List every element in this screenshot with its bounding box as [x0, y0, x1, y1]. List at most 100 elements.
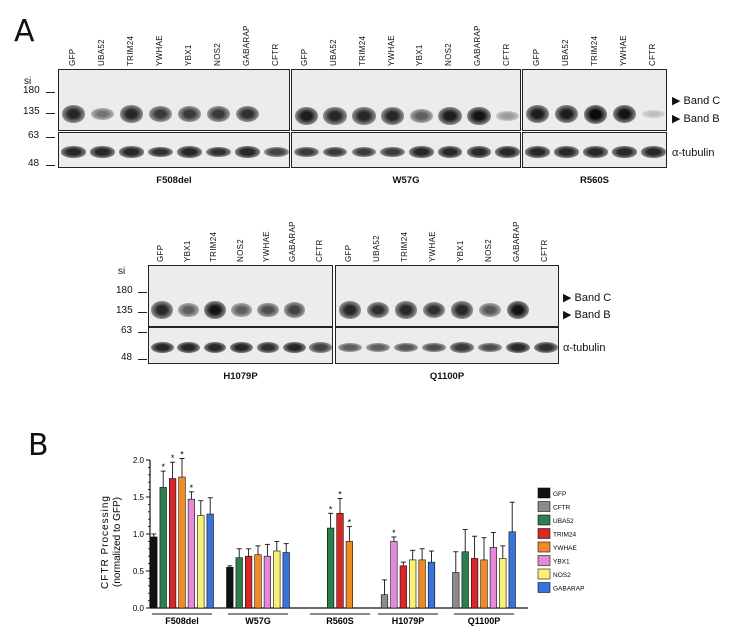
tubulin-band [230, 341, 253, 354]
tubulin-band [477, 342, 503, 353]
tubulin-band [177, 341, 200, 354]
lane-label: GABARAP [512, 221, 521, 262]
cftr-band-blot [58, 69, 290, 131]
tubulin-band [322, 146, 348, 158]
y-tick-label: 0.5 [133, 567, 145, 576]
bar-trim24 [336, 512, 344, 609]
band-b-label: ▶ Band B [672, 113, 720, 125]
blot-mutation-caption: H1079P [223, 371, 258, 382]
lane-label: CFTR [501, 43, 511, 66]
mw-marker-63: 63 [28, 130, 40, 141]
tubulin-band [235, 146, 260, 158]
tubulin-band [533, 342, 558, 353]
tubulin-blot [148, 327, 333, 364]
lane-label: NOS2 [444, 43, 454, 66]
mw-marker-48: 48 [121, 352, 133, 363]
lane-label: CFTR [270, 43, 280, 66]
bar-uba52 [159, 487, 167, 609]
protein-band [422, 301, 446, 319]
protein-band [450, 301, 474, 319]
bar-gabarap [206, 513, 214, 609]
panel-a-letter: A [14, 14, 35, 49]
bar-ybx1 [263, 555, 272, 609]
tubulin-band [554, 146, 579, 158]
significance-star: * [338, 489, 342, 499]
tubulin-band [505, 341, 531, 354]
protein-band [495, 111, 520, 121]
mw-marker-180: 180 [23, 85, 40, 96]
lane-label: TRIM24 [357, 35, 367, 66]
mw-marker-135: 135 [23, 106, 40, 117]
tubulin-band [282, 341, 306, 354]
legend-swatch-ywhae [537, 541, 551, 553]
protein-band [148, 106, 173, 122]
protein-band [230, 303, 253, 317]
lane-label: GFP [67, 48, 77, 66]
lane-label: CFTR [647, 43, 657, 66]
tubulin-band [421, 342, 447, 353]
cftr-band-blot [522, 69, 667, 131]
bar-nos2 [273, 550, 281, 609]
tubulin-band [409, 146, 434, 158]
blot-mutation-caption: W57G [392, 175, 420, 186]
protein-band [478, 302, 502, 318]
protein-band [583, 104, 608, 124]
legend-label: TRIM24 [553, 532, 577, 539]
x-category-label: W57G [245, 616, 271, 626]
tubulin-band [203, 341, 227, 354]
tubulin-band [61, 146, 86, 158]
lane-label: UBA52 [96, 39, 106, 66]
significance-star: * [161, 462, 165, 472]
protein-band [177, 106, 202, 122]
protein-band [235, 105, 260, 123]
legend-swatch-cftr [537, 501, 551, 512]
lane-label: GFP [531, 48, 541, 66]
protein-band [506, 300, 530, 320]
protein-band [366, 301, 390, 319]
lane-label: GABARAP [472, 25, 482, 66]
significance-star: * [329, 504, 333, 514]
lane-label: GFP [300, 48, 310, 66]
mw-marker-180: 180 [116, 285, 133, 296]
significance-star: * [180, 450, 184, 460]
y-tick-label: 2.0 [133, 456, 145, 465]
tubulin-band [119, 146, 144, 158]
y-tick-label: 0.0 [133, 604, 145, 613]
bar-gfp [150, 536, 158, 609]
tubulin-blot [335, 327, 559, 364]
protein-band [352, 107, 376, 125]
bar-nos2 [499, 558, 507, 609]
tubulin-band [495, 146, 520, 158]
tubulin-band [206, 146, 231, 158]
protein-band [409, 109, 434, 123]
tubulin-band [583, 146, 608, 158]
mw-tick [138, 359, 147, 360]
tubulin-band [309, 342, 332, 353]
significance-star: * [171, 453, 175, 463]
tubulin-band [393, 342, 419, 353]
bar-gabarap [508, 531, 516, 609]
lane-label: YWHAE [618, 35, 628, 66]
mw-tick [138, 292, 147, 293]
protein-band [90, 107, 115, 121]
legend-swatch-nos2 [537, 568, 551, 580]
mw-tick [138, 332, 147, 333]
cftr-band-blot [335, 265, 559, 327]
x-category-label: H1079P [392, 616, 425, 626]
blot-mutation-caption: R560S [579, 175, 610, 186]
tubulin-band [264, 146, 289, 158]
mw-marker-48: 48 [28, 158, 40, 169]
bar-cftr [452, 572, 460, 609]
legend-label: NOS2 [553, 572, 571, 579]
mw-header: si [118, 266, 126, 277]
lane-label: GABARAP [288, 221, 298, 262]
tubulin-band [351, 146, 377, 158]
band-c-label: ▶ Band C [563, 292, 612, 304]
lane-label: YWHAE [386, 35, 396, 66]
x-category-label: Q1100P [468, 616, 501, 626]
mw-tick [46, 137, 55, 138]
lane-label: TRIM24 [589, 35, 599, 66]
protein-band [323, 107, 347, 125]
x-category-label: F508del [165, 616, 199, 626]
y-axis-label-line2: (normalized to GFP) [112, 497, 123, 587]
